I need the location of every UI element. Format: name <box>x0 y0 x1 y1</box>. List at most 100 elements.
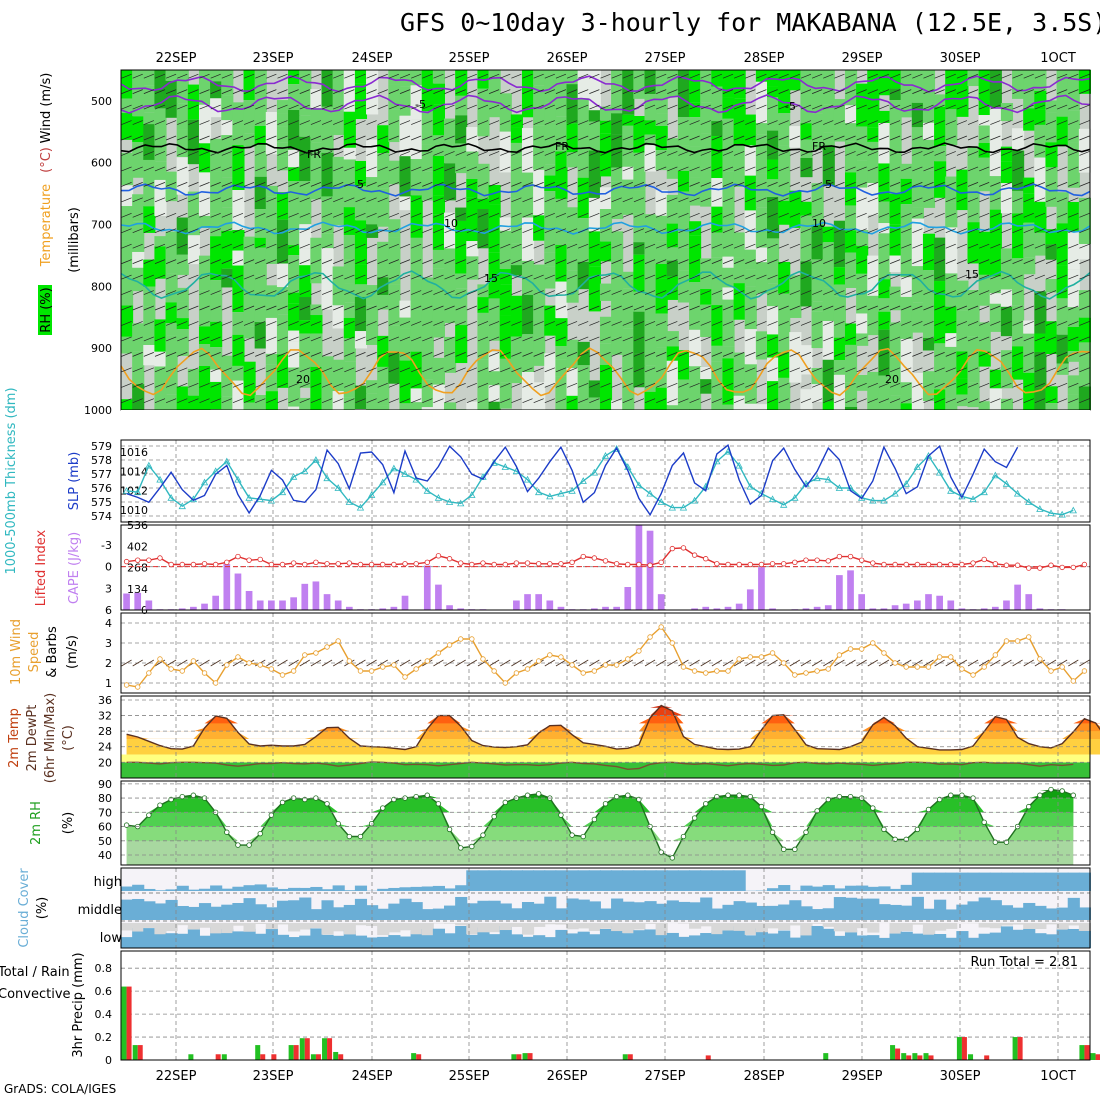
wind-barb <box>600 382 611 388</box>
wind-barb <box>433 120 444 125</box>
cape-bar <box>624 587 632 610</box>
rh-cell <box>945 333 958 347</box>
thickness-line-point <box>423 486 431 494</box>
wind-barb <box>511 382 522 388</box>
rh-cell <box>689 329 702 367</box>
wind-barb <box>310 367 322 373</box>
rh-cell <box>755 81 768 124</box>
wind-barb <box>934 274 945 280</box>
wind-barb <box>366 305 377 311</box>
cloud-cell <box>599 908 613 920</box>
wind-barb <box>566 290 578 295</box>
rh-cell <box>288 149 301 168</box>
wind-barb <box>901 398 912 404</box>
low-cloud-cell <box>900 923 913 931</box>
rh-cell <box>477 209 490 249</box>
rh-cell <box>967 382 980 408</box>
wind-barb <box>455 243 466 249</box>
wind-barb <box>578 151 589 156</box>
cloud-cell <box>1045 872 1058 891</box>
wind-barb <box>878 259 890 264</box>
rh-cell <box>599 187 613 210</box>
wind-barb <box>377 398 388 404</box>
wind-barb <box>444 382 455 388</box>
wind-barb <box>266 73 277 79</box>
wind-barb <box>277 104 288 110</box>
rh-cell <box>299 397 312 410</box>
wind-barb <box>455 89 466 94</box>
rh-cell <box>143 206 156 233</box>
lifted-index-line-point <box>825 558 831 564</box>
wind-barb <box>644 228 656 234</box>
wind-barb <box>444 182 455 187</box>
wind-barb <box>1057 336 1068 342</box>
rain-bar <box>622 1054 628 1060</box>
wind-barb <box>823 135 834 141</box>
wind-barb <box>901 182 912 187</box>
rh-fill <box>126 789 1074 799</box>
rh-cell <box>878 163 891 192</box>
wind-barb <box>477 398 489 404</box>
wind-barb <box>700 398 711 404</box>
contour-label: 20 <box>296 373 310 386</box>
rh-cell <box>176 386 189 410</box>
wind-barb <box>444 120 455 125</box>
rh-cell <box>165 171 178 189</box>
wind-barb <box>500 274 511 280</box>
wind-barb <box>689 321 700 326</box>
rh-cell <box>778 352 791 378</box>
wind-barb <box>377 274 388 280</box>
wind-barb <box>1023 228 1034 234</box>
thickness-tick: 574 <box>91 510 112 523</box>
cloud-cell <box>232 886 245 891</box>
wind-barb <box>277 166 288 172</box>
wind-barb <box>834 182 845 187</box>
cloud-cell <box>1023 902 1036 920</box>
rh-cell <box>510 295 523 337</box>
wind-barb <box>934 398 945 404</box>
cloud-cell <box>922 872 936 891</box>
rh-cell <box>934 237 947 282</box>
rh-cell <box>967 336 980 383</box>
wind-barb <box>611 120 622 125</box>
wind-barb <box>967 151 979 156</box>
rh-cell <box>455 273 468 289</box>
wind-barb <box>522 243 533 249</box>
wind-barb <box>734 321 745 326</box>
wind-barb <box>767 274 778 280</box>
rh-cell <box>611 309 624 322</box>
rh-cell <box>488 351 501 372</box>
wind-barb <box>333 367 344 373</box>
low-cloud-cell <box>633 923 646 930</box>
wind-barb <box>934 73 945 79</box>
wind-barb <box>165 243 177 249</box>
rh-cell <box>555 281 568 319</box>
cape-bar <box>423 565 431 610</box>
wind-barb <box>444 197 455 203</box>
rh-line-point <box>1037 792 1043 798</box>
wind-barb <box>1001 259 1012 264</box>
wind-barb <box>388 336 400 342</box>
rh-cell <box>343 159 356 208</box>
wind-barb <box>1079 89 1090 94</box>
rh-cell <box>833 337 846 361</box>
low-cloud-cell <box>599 923 613 929</box>
wind-barb <box>232 290 244 295</box>
cloud-cell <box>856 885 869 891</box>
rh-cell <box>488 371 501 386</box>
wind-barb <box>243 104 255 110</box>
wind-barb <box>856 367 867 373</box>
rh-cell <box>521 294 535 335</box>
rh-cell <box>310 333 323 367</box>
wind-speed-line-point <box>914 664 921 670</box>
cloud-cell <box>867 886 880 891</box>
rh-cell <box>588 135 601 151</box>
rh-cell <box>945 176 958 203</box>
low-cloud-cell <box>165 923 178 932</box>
wind-barb <box>1023 243 1034 249</box>
rh-line-point <box>435 801 442 807</box>
rh-cell <box>533 215 546 241</box>
rh-cell <box>655 113 668 126</box>
rh-cell <box>577 98 590 139</box>
wind-barb <box>477 73 489 79</box>
